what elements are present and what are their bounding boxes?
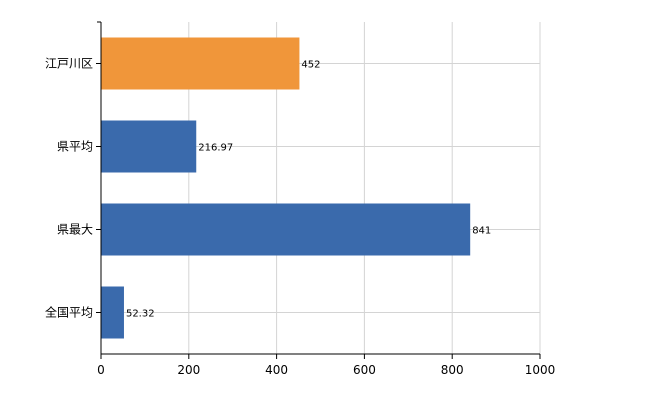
data-labels: 452 216.97 841 52.32 [126, 60, 491, 320]
data-label: 841 [472, 226, 491, 237]
category-label: 江戸川区 [45, 57, 93, 71]
bar [101, 203, 471, 256]
category-label: 県平均 [57, 140, 93, 154]
data-label: 452 [301, 60, 320, 71]
x-tick-label: 400 [265, 363, 288, 377]
category-label: 全国平均 [45, 305, 93, 320]
x-tick-label: 600 [353, 363, 376, 377]
axes [97, 21, 540, 355]
data-label: 216.97 [198, 143, 233, 154]
bars [101, 37, 471, 339]
x-tick-label: 1000 [525, 363, 556, 377]
bar [101, 286, 124, 339]
bar [101, 37, 300, 90]
x-tick-label: 200 [177, 363, 200, 377]
data-label: 52.32 [126, 309, 155, 320]
x-tick-label: 0 [97, 363, 105, 377]
x-axis-ticks: 0 200 400 600 800 1000 [97, 354, 555, 377]
bar [101, 120, 197, 173]
x-tick-label: 800 [441, 363, 464, 377]
category-label: 県最大 [57, 223, 93, 237]
